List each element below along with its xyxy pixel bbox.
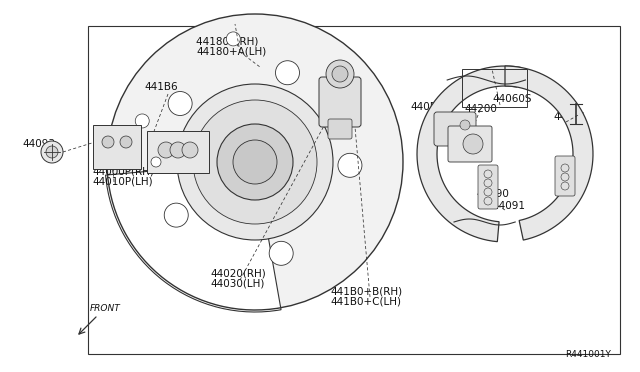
FancyBboxPatch shape bbox=[93, 125, 141, 169]
Text: FRONT: FRONT bbox=[90, 304, 121, 313]
Circle shape bbox=[107, 14, 403, 310]
Polygon shape bbox=[417, 66, 520, 242]
Circle shape bbox=[170, 142, 186, 158]
Text: 44010P(LH): 44010P(LH) bbox=[92, 177, 152, 187]
Circle shape bbox=[332, 66, 348, 82]
Circle shape bbox=[217, 124, 293, 200]
Text: 441B0+B(RH): 441B0+B(RH) bbox=[330, 286, 402, 296]
Bar bbox=[462, 69, 527, 107]
Text: 44180+A(LH): 44180+A(LH) bbox=[196, 46, 266, 56]
Text: 44060S: 44060S bbox=[492, 94, 531, 104]
Text: 44000P(RH): 44000P(RH) bbox=[92, 167, 154, 177]
FancyBboxPatch shape bbox=[448, 126, 492, 162]
Text: 44090: 44090 bbox=[476, 189, 509, 199]
Circle shape bbox=[463, 134, 483, 154]
Circle shape bbox=[46, 146, 58, 158]
Text: 44030(LH): 44030(LH) bbox=[210, 279, 264, 289]
Text: 44051: 44051 bbox=[410, 102, 443, 112]
Text: 44091: 44091 bbox=[492, 201, 525, 211]
Text: 44084: 44084 bbox=[555, 177, 588, 187]
FancyBboxPatch shape bbox=[478, 165, 498, 209]
Circle shape bbox=[193, 100, 317, 224]
Text: 44020(RH): 44020(RH) bbox=[210, 269, 266, 279]
Circle shape bbox=[326, 60, 354, 88]
Circle shape bbox=[333, 70, 347, 84]
Circle shape bbox=[168, 92, 192, 116]
Wedge shape bbox=[106, 162, 281, 312]
FancyBboxPatch shape bbox=[328, 119, 352, 139]
Text: 44200: 44200 bbox=[464, 104, 497, 114]
Circle shape bbox=[460, 120, 470, 130]
Circle shape bbox=[120, 136, 132, 148]
Text: 441B0+C(LH): 441B0+C(LH) bbox=[330, 296, 401, 306]
FancyBboxPatch shape bbox=[147, 131, 209, 173]
Text: 44180  (RH): 44180 (RH) bbox=[196, 36, 259, 46]
Circle shape bbox=[158, 142, 174, 158]
Polygon shape bbox=[505, 66, 593, 240]
Circle shape bbox=[151, 157, 161, 167]
FancyBboxPatch shape bbox=[555, 156, 575, 196]
Text: 441B6: 441B6 bbox=[144, 82, 178, 92]
Circle shape bbox=[182, 142, 198, 158]
Text: R441001Y: R441001Y bbox=[565, 350, 611, 359]
Text: 44083: 44083 bbox=[555, 166, 588, 176]
Circle shape bbox=[102, 136, 114, 148]
FancyBboxPatch shape bbox=[434, 112, 476, 146]
Circle shape bbox=[164, 203, 188, 227]
FancyBboxPatch shape bbox=[319, 77, 361, 127]
Circle shape bbox=[135, 114, 149, 128]
Circle shape bbox=[227, 32, 240, 46]
Circle shape bbox=[338, 153, 362, 177]
Circle shape bbox=[233, 140, 277, 184]
Text: 44093: 44093 bbox=[22, 139, 55, 149]
Circle shape bbox=[269, 241, 293, 265]
Bar bbox=[88, 26, 620, 354]
Text: 44081: 44081 bbox=[553, 112, 586, 122]
Circle shape bbox=[41, 141, 63, 163]
Circle shape bbox=[177, 84, 333, 240]
Circle shape bbox=[275, 61, 300, 85]
